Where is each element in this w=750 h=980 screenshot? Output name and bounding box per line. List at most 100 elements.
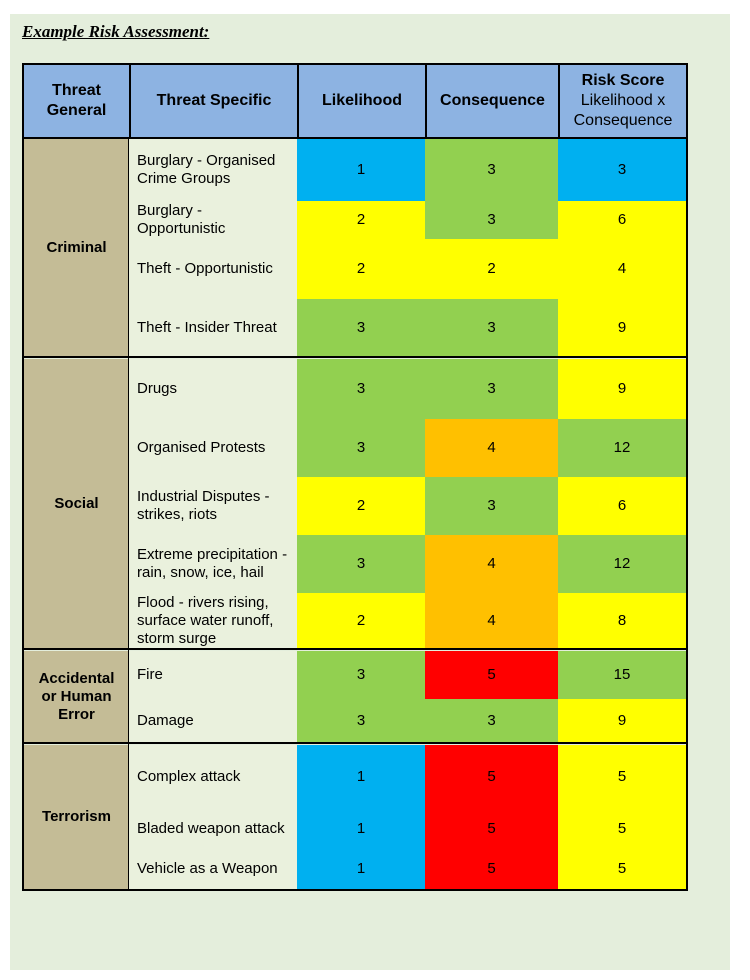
consequence-cell-text: 3 <box>487 161 496 178</box>
group-divider <box>24 742 686 744</box>
header-threat-specific: Threat Specific <box>131 65 297 137</box>
header-likelihood-label: Likelihood <box>322 92 402 109</box>
risk-score-cell-text: 6 <box>617 497 627 514</box>
header-threat-general-label: Threat General <box>46 82 107 119</box>
consequence-cell-text: 4 <box>487 555 496 572</box>
risk-score-cell-text: 4 <box>617 260 627 277</box>
consequence-cell-text: 5 <box>487 768 496 785</box>
likelihood-cell: 2 <box>297 201 425 239</box>
threat-specific-cell-text: Burglary - Organised Crime Groups <box>137 152 276 187</box>
threat-general-cell: Social <box>24 359 129 649</box>
likelihood-cell: 1 <box>297 745 425 809</box>
likelihood-cell-text: 2 <box>356 612 366 629</box>
threat-specific-cell: Organised Protests <box>129 419 297 477</box>
threat-specific-cell: Burglary - Opportunistic <box>129 201 297 239</box>
header-divider <box>558 65 560 137</box>
consequence-cell: 2 <box>425 239 558 299</box>
risk-score-cell: 12 <box>558 535 686 593</box>
risk-score-cell: 9 <box>558 699 686 743</box>
likelihood-cell-text: 3 <box>356 666 366 683</box>
consequence-cell: 3 <box>425 139 558 201</box>
threat-specific-cell-text: Theft - Opportunistic <box>137 260 273 277</box>
threat-specific-cell: Burglary - Organised Crime Groups <box>129 139 297 201</box>
risk-score-cell-text: 5 <box>617 860 627 877</box>
threat-specific-cell-text: Organised Protests <box>137 439 266 456</box>
consequence-cell-text: 5 <box>487 860 496 877</box>
threat-specific-cell-text: Extreme precipitation - rain, snow, ice,… <box>137 546 288 581</box>
threat-specific-cell-text: Bladed weapon attack <box>137 820 285 837</box>
header-divider <box>297 65 299 137</box>
consequence-cell-text: 3 <box>487 319 496 336</box>
risk-score-cell: 8 <box>558 593 686 649</box>
document-page: Example Risk Assessment: Threat General … <box>10 14 730 970</box>
likelihood-cell: 1 <box>297 809 425 849</box>
threat-specific-cell: Fire <box>129 651 297 699</box>
header-risk-score-label: Risk Score <box>581 72 665 89</box>
likelihood-cell-text: 1 <box>356 161 366 178</box>
consequence-cell: 4 <box>425 419 558 477</box>
likelihood-cell-text: 3 <box>356 319 366 336</box>
consequence-cell: 3 <box>425 699 558 743</box>
document-title: Example Risk Assessment: <box>22 22 210 41</box>
risk-score-cell-text: 3 <box>617 161 627 178</box>
header-threat-specific-label: Threat Specific <box>156 92 272 109</box>
threat-specific-cell: Theft - Insider Threat <box>129 299 297 357</box>
column-divider <box>128 139 129 889</box>
header-bottom-rule <box>24 137 686 139</box>
consequence-cell-text: 2 <box>487 260 496 277</box>
risk-score-cell-text: 15 <box>613 666 631 683</box>
likelihood-cell: 2 <box>297 239 425 299</box>
header-risk-score-sublabel: Likelihood x Consequence <box>573 92 673 129</box>
likelihood-cell: 2 <box>297 477 425 535</box>
threat-specific-cell: Vehicle as a Weapon <box>129 849 297 889</box>
threat-general-cell-text: Accidental or Human Error <box>38 670 115 723</box>
threat-general-cell: Criminal <box>24 139 129 357</box>
risk-score-cell-text: 12 <box>613 439 631 456</box>
risk-score-cell: 9 <box>558 299 686 357</box>
consequence-cell-text: 4 <box>487 439 496 456</box>
consequence-cell: 3 <box>425 477 558 535</box>
threat-specific-cell-text: Flood - rivers rising, surface water run… <box>137 594 274 647</box>
likelihood-cell-text: 1 <box>356 768 366 785</box>
likelihood-cell-text: 1 <box>356 820 366 837</box>
threat-general-cell: Terrorism <box>24 745 129 889</box>
consequence-cell-text: 5 <box>487 666 496 683</box>
likelihood-cell: 3 <box>297 359 425 419</box>
consequence-cell: 3 <box>425 299 558 357</box>
consequence-cell: 4 <box>425 593 558 649</box>
likelihood-cell: 1 <box>297 139 425 201</box>
threat-specific-cell-text: Theft - Insider Threat <box>137 319 277 336</box>
header-threat-general: Threat General <box>24 65 129 137</box>
risk-score-cell-text: 6 <box>617 211 627 228</box>
threat-specific-cell: Industrial Disputes - strikes, riots <box>129 477 297 535</box>
consequence-cell: 5 <box>425 651 558 699</box>
risk-score-cell: 5 <box>558 809 686 849</box>
consequence-cell: 5 <box>425 809 558 849</box>
risk-score-cell: 6 <box>558 477 686 535</box>
likelihood-cell-text: 3 <box>356 380 366 397</box>
likelihood-cell-text: 3 <box>356 712 366 729</box>
threat-general-cell-text: Social <box>54 495 99 512</box>
consequence-cell: 5 <box>425 745 558 809</box>
likelihood-cell-text: 2 <box>356 497 366 514</box>
threat-specific-cell-text: Drugs <box>137 380 178 397</box>
header-risk-score: Risk Score Likelihood x Consequence <box>560 65 686 137</box>
likelihood-cell: 3 <box>297 419 425 477</box>
threat-specific-cell: Damage <box>129 699 297 743</box>
consequence-cell-text: 3 <box>487 712 496 729</box>
consequence-cell: 3 <box>425 359 558 419</box>
threat-specific-cell-text: Vehicle as a Weapon <box>137 860 278 877</box>
header-divider <box>129 65 131 137</box>
consequence-cell-text: 3 <box>487 380 496 397</box>
threat-specific-cell: Extreme precipitation - rain, snow, ice,… <box>129 535 297 593</box>
risk-score-cell: 6 <box>558 201 686 239</box>
group-divider <box>24 356 686 358</box>
threat-general-cell-text: Criminal <box>46 239 107 256</box>
likelihood-cell-text: 3 <box>356 555 366 572</box>
consequence-cell-text: 3 <box>487 211 496 228</box>
consequence-cell: 3 <box>425 201 558 239</box>
risk-score-cell: 5 <box>558 745 686 809</box>
risk-score-cell-text: 8 <box>617 612 627 629</box>
risk-score-cell-text: 12 <box>613 555 631 572</box>
likelihood-cell: 3 <box>297 699 425 743</box>
